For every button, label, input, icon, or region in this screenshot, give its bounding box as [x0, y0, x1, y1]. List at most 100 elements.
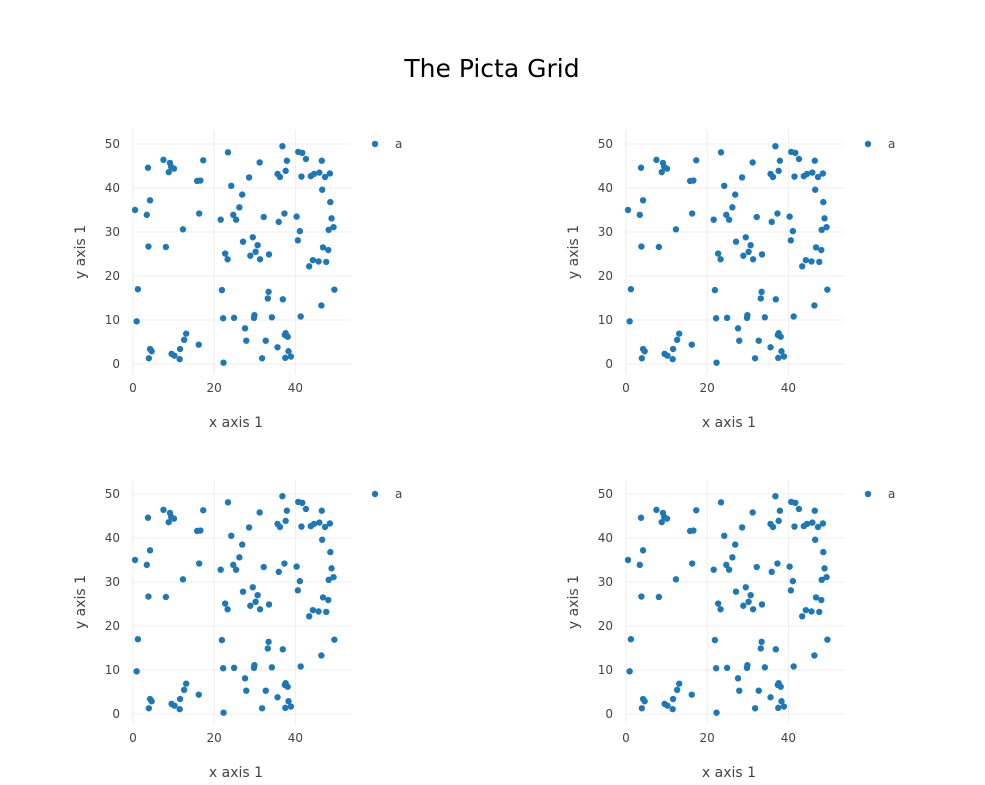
data-point — [786, 563, 793, 570]
data-point — [284, 333, 291, 340]
data-point — [638, 355, 646, 362]
data-point — [249, 584, 256, 591]
data-point — [638, 593, 645, 600]
data-point — [236, 554, 243, 561]
data-point — [710, 566, 717, 573]
data-point — [637, 514, 645, 521]
data-point — [298, 173, 305, 180]
data-point — [302, 155, 310, 163]
data-point — [279, 646, 287, 653]
data-point — [247, 252, 254, 259]
data-point — [664, 702, 671, 709]
data-point — [736, 687, 743, 694]
data-point — [811, 186, 819, 193]
data-point — [309, 606, 317, 614]
data-point — [799, 263, 806, 270]
data-point — [281, 210, 288, 217]
data-point — [306, 613, 313, 620]
data-point — [757, 645, 764, 652]
data-point — [820, 198, 827, 206]
data-point — [786, 213, 793, 220]
data-point — [714, 250, 722, 257]
x-tick-label: 20 — [700, 731, 715, 745]
data-point — [823, 573, 830, 581]
data-point — [245, 174, 253, 181]
data-point — [325, 576, 332, 583]
data-point — [274, 694, 281, 701]
data-point — [808, 608, 815, 615]
data-point — [330, 223, 337, 231]
data-point — [218, 636, 226, 644]
data-point — [325, 246, 332, 254]
data-point — [171, 352, 178, 359]
data-point — [239, 588, 247, 595]
data-point — [818, 226, 825, 233]
data-point — [260, 213, 267, 221]
data-point — [265, 601, 273, 608]
data-point — [658, 168, 665, 176]
data-point — [262, 687, 269, 694]
data-point — [245, 524, 253, 531]
data-point — [176, 345, 184, 353]
data-point — [721, 182, 728, 189]
data-point — [282, 517, 289, 525]
data-point — [802, 606, 810, 614]
data-point — [327, 548, 334, 556]
data-point — [717, 606, 724, 613]
data-point — [669, 345, 677, 353]
data-point — [745, 248, 752, 255]
y-axis-title: y axis 1 — [73, 225, 89, 279]
data-point — [740, 602, 747, 609]
data-point — [812, 244, 820, 251]
x-tick-label: 0 — [622, 731, 630, 745]
data-point — [310, 170, 318, 178]
data-point — [254, 592, 261, 599]
data-point — [224, 256, 231, 263]
data-point — [758, 601, 766, 608]
x-axis-title: x axis 1 — [702, 765, 756, 780]
data-point — [818, 576, 825, 583]
data-point — [328, 215, 335, 222]
data-point — [802, 256, 810, 264]
data-point — [734, 325, 742, 332]
y-tick-label: 0 — [112, 707, 120, 721]
x-tick-label: 20 — [207, 381, 222, 395]
data-point — [260, 563, 267, 571]
series-a — [131, 143, 338, 366]
data-point — [710, 216, 717, 223]
data-point — [734, 675, 742, 682]
legend-marker — [371, 140, 379, 148]
data-point — [688, 210, 696, 217]
data-point — [133, 668, 140, 675]
data-point — [723, 561, 730, 569]
data-point — [777, 683, 784, 690]
data-point — [282, 354, 289, 362]
data-point — [275, 218, 282, 226]
y-tick-label: 10 — [105, 313, 120, 327]
data-point — [749, 256, 757, 263]
data-point — [627, 286, 635, 293]
data-point — [146, 547, 154, 554]
y-tick-label: 0 — [605, 707, 613, 721]
data-point — [723, 211, 730, 219]
data-point — [638, 705, 646, 712]
data-point — [220, 359, 227, 366]
data-point — [145, 355, 153, 362]
data-point — [711, 636, 719, 644]
data-point — [624, 556, 632, 564]
data-point — [328, 565, 335, 572]
data-point — [331, 286, 338, 293]
data-point — [743, 314, 751, 321]
data-point — [749, 509, 756, 516]
data-point — [294, 237, 302, 244]
data-point — [811, 507, 818, 514]
data-point — [819, 170, 827, 177]
x-tick-label: 40 — [288, 731, 303, 745]
data-point — [243, 687, 250, 694]
data-point — [669, 355, 676, 363]
data-point — [134, 286, 142, 293]
x-tick-label: 0 — [129, 381, 137, 395]
data-point — [753, 213, 760, 221]
data-point — [279, 296, 287, 303]
data-point — [688, 691, 695, 698]
